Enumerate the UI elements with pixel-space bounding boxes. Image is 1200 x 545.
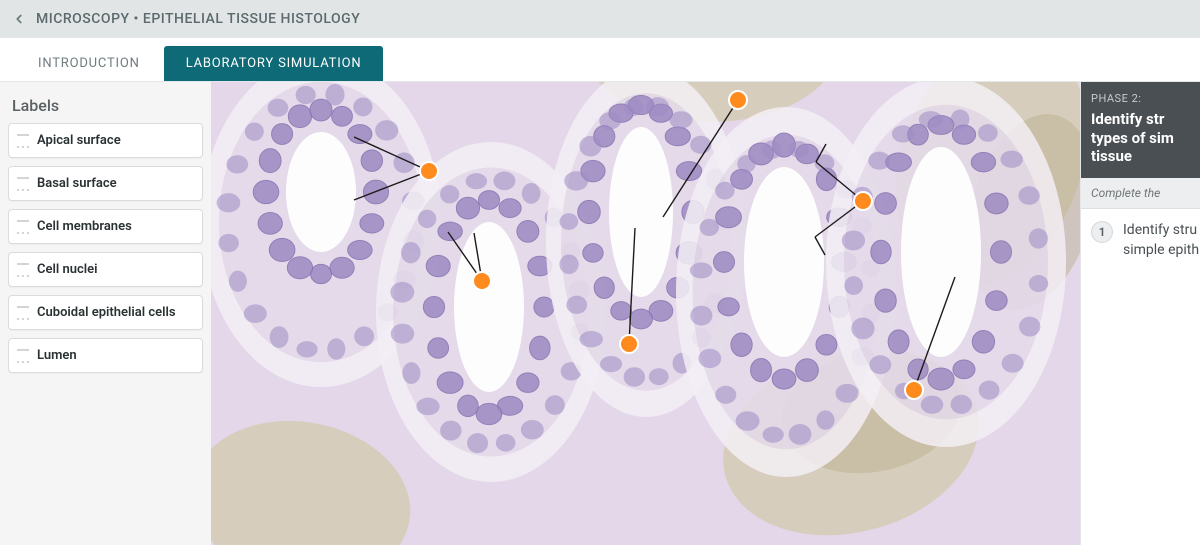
annotation-marker[interactable] — [420, 162, 438, 180]
label-chip-text: Basal surface — [37, 176, 117, 191]
instructions-panel: PHASE 2: Identify str types of sim tissu… — [1080, 82, 1200, 545]
phase-label: PHASE 2: — [1091, 92, 1190, 107]
phase-title-line: types of sim — [1091, 129, 1190, 148]
drag-handle-icon — [17, 263, 29, 277]
drag-handle-icon — [17, 134, 29, 148]
drag-handle-icon — [17, 220, 29, 234]
top-bar: MICROSCOPY • EPITHELIAL TISSUE HISTOLOGY — [0, 0, 1200, 38]
drag-handle-icon — [17, 177, 29, 191]
microscope-viewport[interactable] — [211, 82, 1080, 545]
label-chip[interactable]: Cell nuclei — [8, 252, 203, 287]
phase-title-line: tissue — [1091, 147, 1190, 166]
tab-bar: INTRODUCTION LABORATORY SIMULATION — [0, 38, 1200, 82]
breadcrumb: MICROSCOPY • EPITHELIAL TISSUE HISTOLOGY — [36, 11, 360, 27]
annotation-marker[interactable] — [729, 91, 747, 109]
label-chip[interactable]: Cuboidal epithelial cells — [8, 295, 203, 330]
label-chip[interactable]: Apical surface — [8, 123, 203, 158]
drag-handle-icon — [17, 306, 29, 320]
label-chip-text: Apical surface — [37, 133, 121, 148]
annotation-marker[interactable] — [473, 272, 491, 290]
task-text: Identify stru simple epith — [1123, 221, 1199, 260]
annotation-marker[interactable] — [854, 192, 872, 210]
annotation-marker[interactable] — [620, 335, 638, 353]
label-chip[interactable]: Basal surface — [8, 166, 203, 201]
drag-handle-icon — [17, 349, 29, 363]
phase-header: PHASE 2: Identify str types of sim tissu… — [1081, 82, 1200, 178]
label-chip-text: Cell membranes — [37, 219, 132, 234]
task-item[interactable]: 1 Identify stru simple epith — [1081, 209, 1200, 272]
phase-subheading: Complete the — [1081, 178, 1200, 209]
label-chip-text: Lumen — [37, 348, 77, 363]
task-number-badge: 1 — [1091, 221, 1113, 243]
back-button[interactable] — [8, 8, 30, 30]
label-chip-text: Cell nuclei — [37, 262, 98, 277]
tab-introduction[interactable]: INTRODUCTION — [18, 46, 160, 81]
phase-title-line: Identify str — [1091, 110, 1190, 129]
chevron-left-icon — [12, 12, 26, 26]
labels-sidebar: Labels Apical surface Basal surface Cell m… — [0, 82, 211, 545]
annotation-marker[interactable] — [905, 381, 923, 399]
labels-heading: Labels — [8, 92, 203, 123]
label-chip[interactable]: Lumen — [8, 338, 203, 373]
label-chip-text: Cuboidal epithelial cells — [37, 305, 176, 320]
microscope-image — [211, 82, 1080, 545]
label-chip[interactable]: Cell membranes — [8, 209, 203, 244]
tab-laboratory-simulation[interactable]: LABORATORY SIMULATION — [164, 46, 384, 81]
